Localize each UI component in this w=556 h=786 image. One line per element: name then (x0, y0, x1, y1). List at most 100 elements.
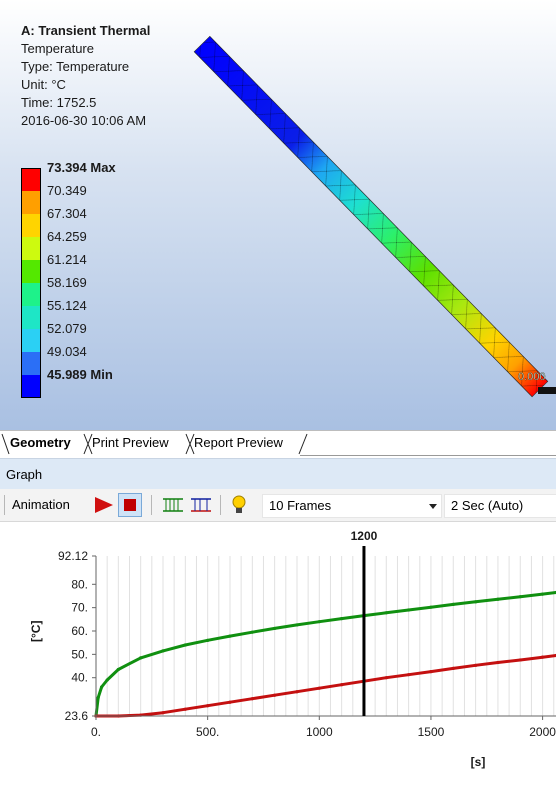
legend-swatch (21, 283, 41, 306)
legend-band: 70.349 (21, 183, 161, 214)
legend-value: 64.259 (47, 229, 87, 244)
y-axis-label: [°C] (29, 621, 43, 642)
time-cursor-label: 1200 (351, 529, 378, 543)
legend-band: 55.124 (21, 298, 161, 329)
result-name: Temperature (21, 41, 94, 56)
temperature-graph[interactable]: 92.12 80. 70. 60. 50. 40. 23.6 0. 500. 1000 1500 20… (0, 522, 556, 786)
series-point (451, 602, 455, 606)
series-point (250, 697, 254, 701)
series-point (474, 600, 478, 604)
chevron-down-icon (429, 504, 437, 509)
speed-dropdown[interactable]: 2 Sec (Auto) (444, 494, 556, 518)
series-point (541, 655, 545, 659)
graphics-viewport[interactable]: A: Transient Thermal Temperature Type: T… (0, 0, 556, 430)
legend-band: 45.989 Min (21, 367, 161, 398)
legend-band: 73.394 Max (21, 160, 161, 191)
legend-swatch (21, 329, 41, 352)
tab-divider (83, 433, 93, 455)
graph-panel-title: Graph (6, 467, 43, 482)
legend-value: 73.394 Max (47, 160, 116, 175)
y-tick-label: 40. (71, 671, 88, 685)
series-point (340, 683, 344, 687)
series-point (250, 630, 254, 634)
legend-value: 61.214 (47, 252, 87, 267)
tab-divider (1, 433, 10, 455)
rod-model[interactable]: 0.000 (0, 0, 556, 430)
graph-panel-header: Graph (0, 458, 556, 490)
series-point (429, 605, 433, 609)
tab-strip-line (300, 455, 556, 456)
animation-toolbar: Animation 10 Frames 2 Sec (Auto) (0, 489, 556, 522)
y-tick-label: 50. (71, 647, 88, 661)
series-point (518, 658, 522, 662)
series-point (295, 690, 299, 694)
series-point (317, 686, 321, 690)
legend-swatch (21, 237, 41, 260)
legend-swatch (21, 191, 41, 214)
speed-value: 2 Sec (Auto) (451, 498, 524, 513)
x-tick-label: 500. (196, 725, 219, 739)
series-point (228, 634, 232, 638)
series-point (206, 638, 210, 642)
frames-value: 10 Frames (269, 498, 332, 513)
series-point (273, 626, 277, 631)
series-point (99, 685, 104, 689)
series-point (105, 678, 109, 682)
tab-geometry-label: Geometry (10, 435, 71, 450)
legend-band: 67.304 (21, 206, 161, 237)
series-point (206, 704, 210, 708)
y-tick-label: 80. (71, 577, 88, 591)
tab-geometry[interactable]: Geometry (6, 432, 75, 454)
play-icon[interactable] (93, 496, 115, 514)
series-point (116, 667, 120, 672)
stop-button[interactable] (118, 493, 142, 517)
distributed-frames-icon[interactable] (162, 497, 184, 513)
series-point (407, 673, 411, 677)
legend-swatch (21, 214, 41, 237)
series-point (317, 620, 321, 624)
temperature-chart[interactable]: 92.12 80. 70. 60. 50. 40. 23.60. 500. 1000 1500 20… (0, 522, 556, 786)
series-point (139, 656, 143, 660)
tab-report-preview[interactable]: Report Preview (190, 432, 287, 454)
series-point (340, 617, 344, 621)
series-point (496, 660, 500, 665)
result-unit: Unit: °C (21, 77, 66, 92)
tab-divider (298, 433, 308, 455)
series-point (384, 676, 388, 680)
legend-value: 45.989 Min (47, 367, 113, 382)
toolbar-separator (220, 495, 221, 515)
x-tick-label: 1500 (418, 725, 445, 739)
toolbar-separator (151, 495, 152, 515)
y-tick-label: 23.6 (65, 709, 89, 723)
frames-dropdown[interactable]: 10 Frames (262, 494, 442, 518)
legend-band: 58.169 (21, 275, 161, 306)
result-frames-icon[interactable] (190, 497, 212, 513)
series-point (183, 643, 187, 647)
legend-swatch (21, 375, 41, 398)
series-point (228, 700, 232, 704)
lightbulb-icon[interactable] (231, 495, 247, 515)
result-timestamp: 2016-06-30 10:06 AM (21, 113, 147, 128)
tab-print-preview-label: Print Preview (92, 435, 169, 450)
probe-marker (538, 387, 556, 394)
series-point (96, 695, 100, 700)
series-point (429, 670, 433, 674)
series-point (161, 711, 165, 715)
legend-value: 52.079 (47, 321, 87, 336)
series-point (518, 595, 522, 599)
y-tick-label: 70. (71, 601, 88, 615)
toolbar-grip (4, 495, 5, 515)
animation-label: Animation (12, 497, 70, 512)
legend-band: 49.034 (21, 344, 161, 375)
series-point (183, 707, 187, 711)
series-point (474, 663, 478, 667)
legend-value: 58.169 (47, 275, 87, 290)
result-time: Time: 1752.5 (21, 95, 97, 110)
x-tick-label: 1000 (306, 725, 333, 739)
series-point (295, 623, 299, 627)
series-point (273, 693, 277, 697)
result-type: Type: Temperature (21, 59, 130, 74)
x-axis-label: [s] (471, 755, 486, 769)
y-tick-label: 92.12 (58, 549, 88, 563)
tab-print-preview[interactable]: Print Preview (88, 432, 173, 454)
